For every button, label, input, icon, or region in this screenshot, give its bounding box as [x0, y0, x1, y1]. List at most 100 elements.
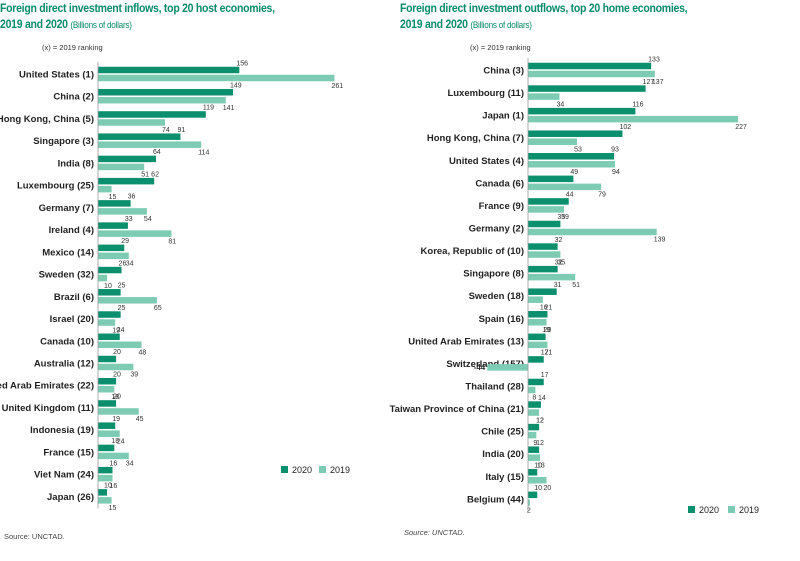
outflows-value-label-2019: 16 [540, 304, 548, 311]
outflows-bar-2019 [528, 183, 602, 191]
outflows-value-label-2019: 53 [574, 146, 582, 153]
outflows-value-label-2020: 10 [534, 463, 542, 470]
inflows-category-label: Ireland (4) [49, 225, 94, 236]
inflows-value-label-2020: 25 [118, 305, 126, 312]
inflows-value-label-2020: 119 [203, 105, 214, 112]
outflows-category-label: Belgium (44) [467, 494, 524, 505]
outflows-value-label-2019: -44 [474, 363, 486, 372]
inflows-bar-2019 [98, 163, 145, 171]
outflows-value-label-2020: 17 [541, 372, 549, 379]
outflows-value-label-2019: 21 [544, 350, 552, 357]
inflows-value-label-2019: 16 [109, 483, 117, 490]
outflows-bar-2020 [528, 107, 636, 115]
inflows-bar-2019 [98, 341, 142, 349]
inflows-bar-2020 [98, 66, 240, 74]
inflows-bar-2019 [98, 252, 129, 260]
outflows-bar-2019 [528, 93, 560, 100]
inflows-bar-2019 [98, 274, 108, 282]
outflows-bar-2019 [528, 409, 540, 416]
inflows-bar-2020 [98, 133, 181, 140]
inflows-bar-2020 [98, 400, 117, 407]
outflows-chart-panel: Foreign direct investment outflows, top … [390, 0, 800, 561]
inflows-category-label: Canada (10) [40, 336, 94, 347]
outflows-bar-2020 [528, 311, 548, 318]
inflows-legend-label-2019: 2019 [330, 465, 350, 475]
inflows-category-label: Israel (20) [50, 314, 94, 325]
outflows-bar-2019 [528, 386, 536, 394]
inflows-chart-panel: Foreign direct investment inflows, top 2… [0, 0, 385, 561]
inflows-bar-chart: United States (1) 156 261 China (2) 149 141 Ho… [0, 60, 350, 512]
inflows-category-label: Mexico (14) [42, 247, 94, 258]
outflows-category-label: Singapore (8) [463, 269, 524, 280]
outflows-bar-2020 [528, 175, 574, 183]
inflows-unit: (Billions of dollars) [70, 20, 132, 31]
outflows-value-label-2019: 34 [556, 101, 564, 108]
inflows-value-label-2020: 91 [177, 127, 185, 134]
outflows-value-label-2020: 44 [566, 192, 574, 199]
outflows-value-label-2020: 116 [632, 101, 643, 108]
outflows-value-label-2020: 17 [541, 350, 549, 357]
inflows-value-label-2019: 19 [112, 327, 120, 334]
inflows-bar-2019 [98, 230, 172, 237]
outflows-chart-title: Foreign direct investment outflows, top … [400, 0, 735, 34]
outflows-bar-2019 [528, 251, 561, 258]
inflows-value-label-2020: 20 [113, 349, 121, 356]
inflows-bar-2019 [98, 430, 120, 437]
inflows-category-label: Singapore (3) [33, 136, 94, 147]
inflows-bar-2020 [98, 333, 120, 341]
outflows-bar-2020 [528, 491, 538, 499]
inflows-bar-2020 [98, 244, 125, 252]
outflows-bar-2019 [528, 206, 565, 213]
inflows-bar-2019 [98, 297, 157, 304]
inflows-bar-2020 [98, 377, 117, 385]
outflows-bar-chart: China (3) 133 137 Luxembourg (11) 127 34 Japan… [390, 56, 759, 515]
outflows-value-label-2020: 93 [611, 147, 619, 154]
outflows-bar-2020 [528, 220, 561, 228]
inflows-bar-2020 [98, 222, 128, 229]
inflows-category-label: China (2) [53, 92, 94, 103]
inflows-value-label-2020: 25 [118, 283, 126, 290]
outflows-value-label-2019: 139 [654, 237, 666, 244]
outflows-category-label: Spain (16) [479, 314, 524, 325]
outflows-bar-2020 [528, 265, 558, 273]
inflows-category-label: Luxembourg (25) [17, 181, 94, 192]
inflows-value-label-2019: 34 [126, 261, 134, 268]
inflows-legend-label-2020: 2020 [292, 465, 312, 475]
inflows-bar-2019 [98, 474, 113, 482]
inflows-value-label-2020: 19 [112, 416, 120, 423]
outflows-value-label-2019: 35 [557, 259, 565, 266]
outflows-value-label-2019: 94 [612, 169, 620, 176]
outflows-bar-2020 [528, 446, 540, 453]
inflows-value-label-2020: 16 [109, 460, 117, 467]
inflows-bar-2020 [98, 266, 122, 274]
inflows-legend-swatch-2020 [281, 466, 288, 473]
inflows-value-label-2020: 62 [151, 171, 159, 178]
inflows-bar-2020 [98, 177, 155, 185]
outflows-unit: (Billions of dollars) [470, 20, 532, 31]
outflows-category-label: Japan (1) [482, 111, 524, 122]
outflows-bar-2019 [528, 319, 547, 326]
outflows-bar-2020 [528, 423, 540, 431]
outflows-category-label: Canada (6) [475, 178, 524, 189]
inflows-bar-2019 [98, 141, 202, 148]
inflows-value-label-2019: 54 [144, 216, 152, 223]
inflows-title-line1: Foreign direct investment inflows, top 2… [0, 1, 275, 15]
outflows-source: Source: UNCTAD. [404, 528, 465, 537]
outflows-bar-2019 [528, 477, 547, 484]
outflows-bar-2019 [528, 454, 541, 461]
outflows-category-label: Luxembourg (11) [447, 88, 524, 99]
outflows-value-label-2019: 137 [652, 79, 664, 86]
outflows-bar-2020 [528, 153, 615, 160]
inflows-category-label: Indonesia (19) [30, 425, 94, 436]
outflows-category-label: Italy (15) [485, 472, 524, 483]
outflows-value-label-2020: 32 [555, 237, 563, 244]
inflows-bar-2020 [98, 466, 113, 474]
inflows-value-label-2020: 36 [128, 194, 136, 201]
outflows-bar-2020 [528, 243, 558, 250]
outflows-bar-2020 [528, 85, 646, 92]
outflows-category-label: Chile (25) [481, 427, 524, 438]
outflows-value-label-2020: 10 [534, 485, 542, 492]
inflows-bar-2020 [98, 489, 108, 496]
outflows-bar-2020 [528, 130, 623, 137]
inflows-category-label: Brazil (6) [54, 292, 94, 303]
